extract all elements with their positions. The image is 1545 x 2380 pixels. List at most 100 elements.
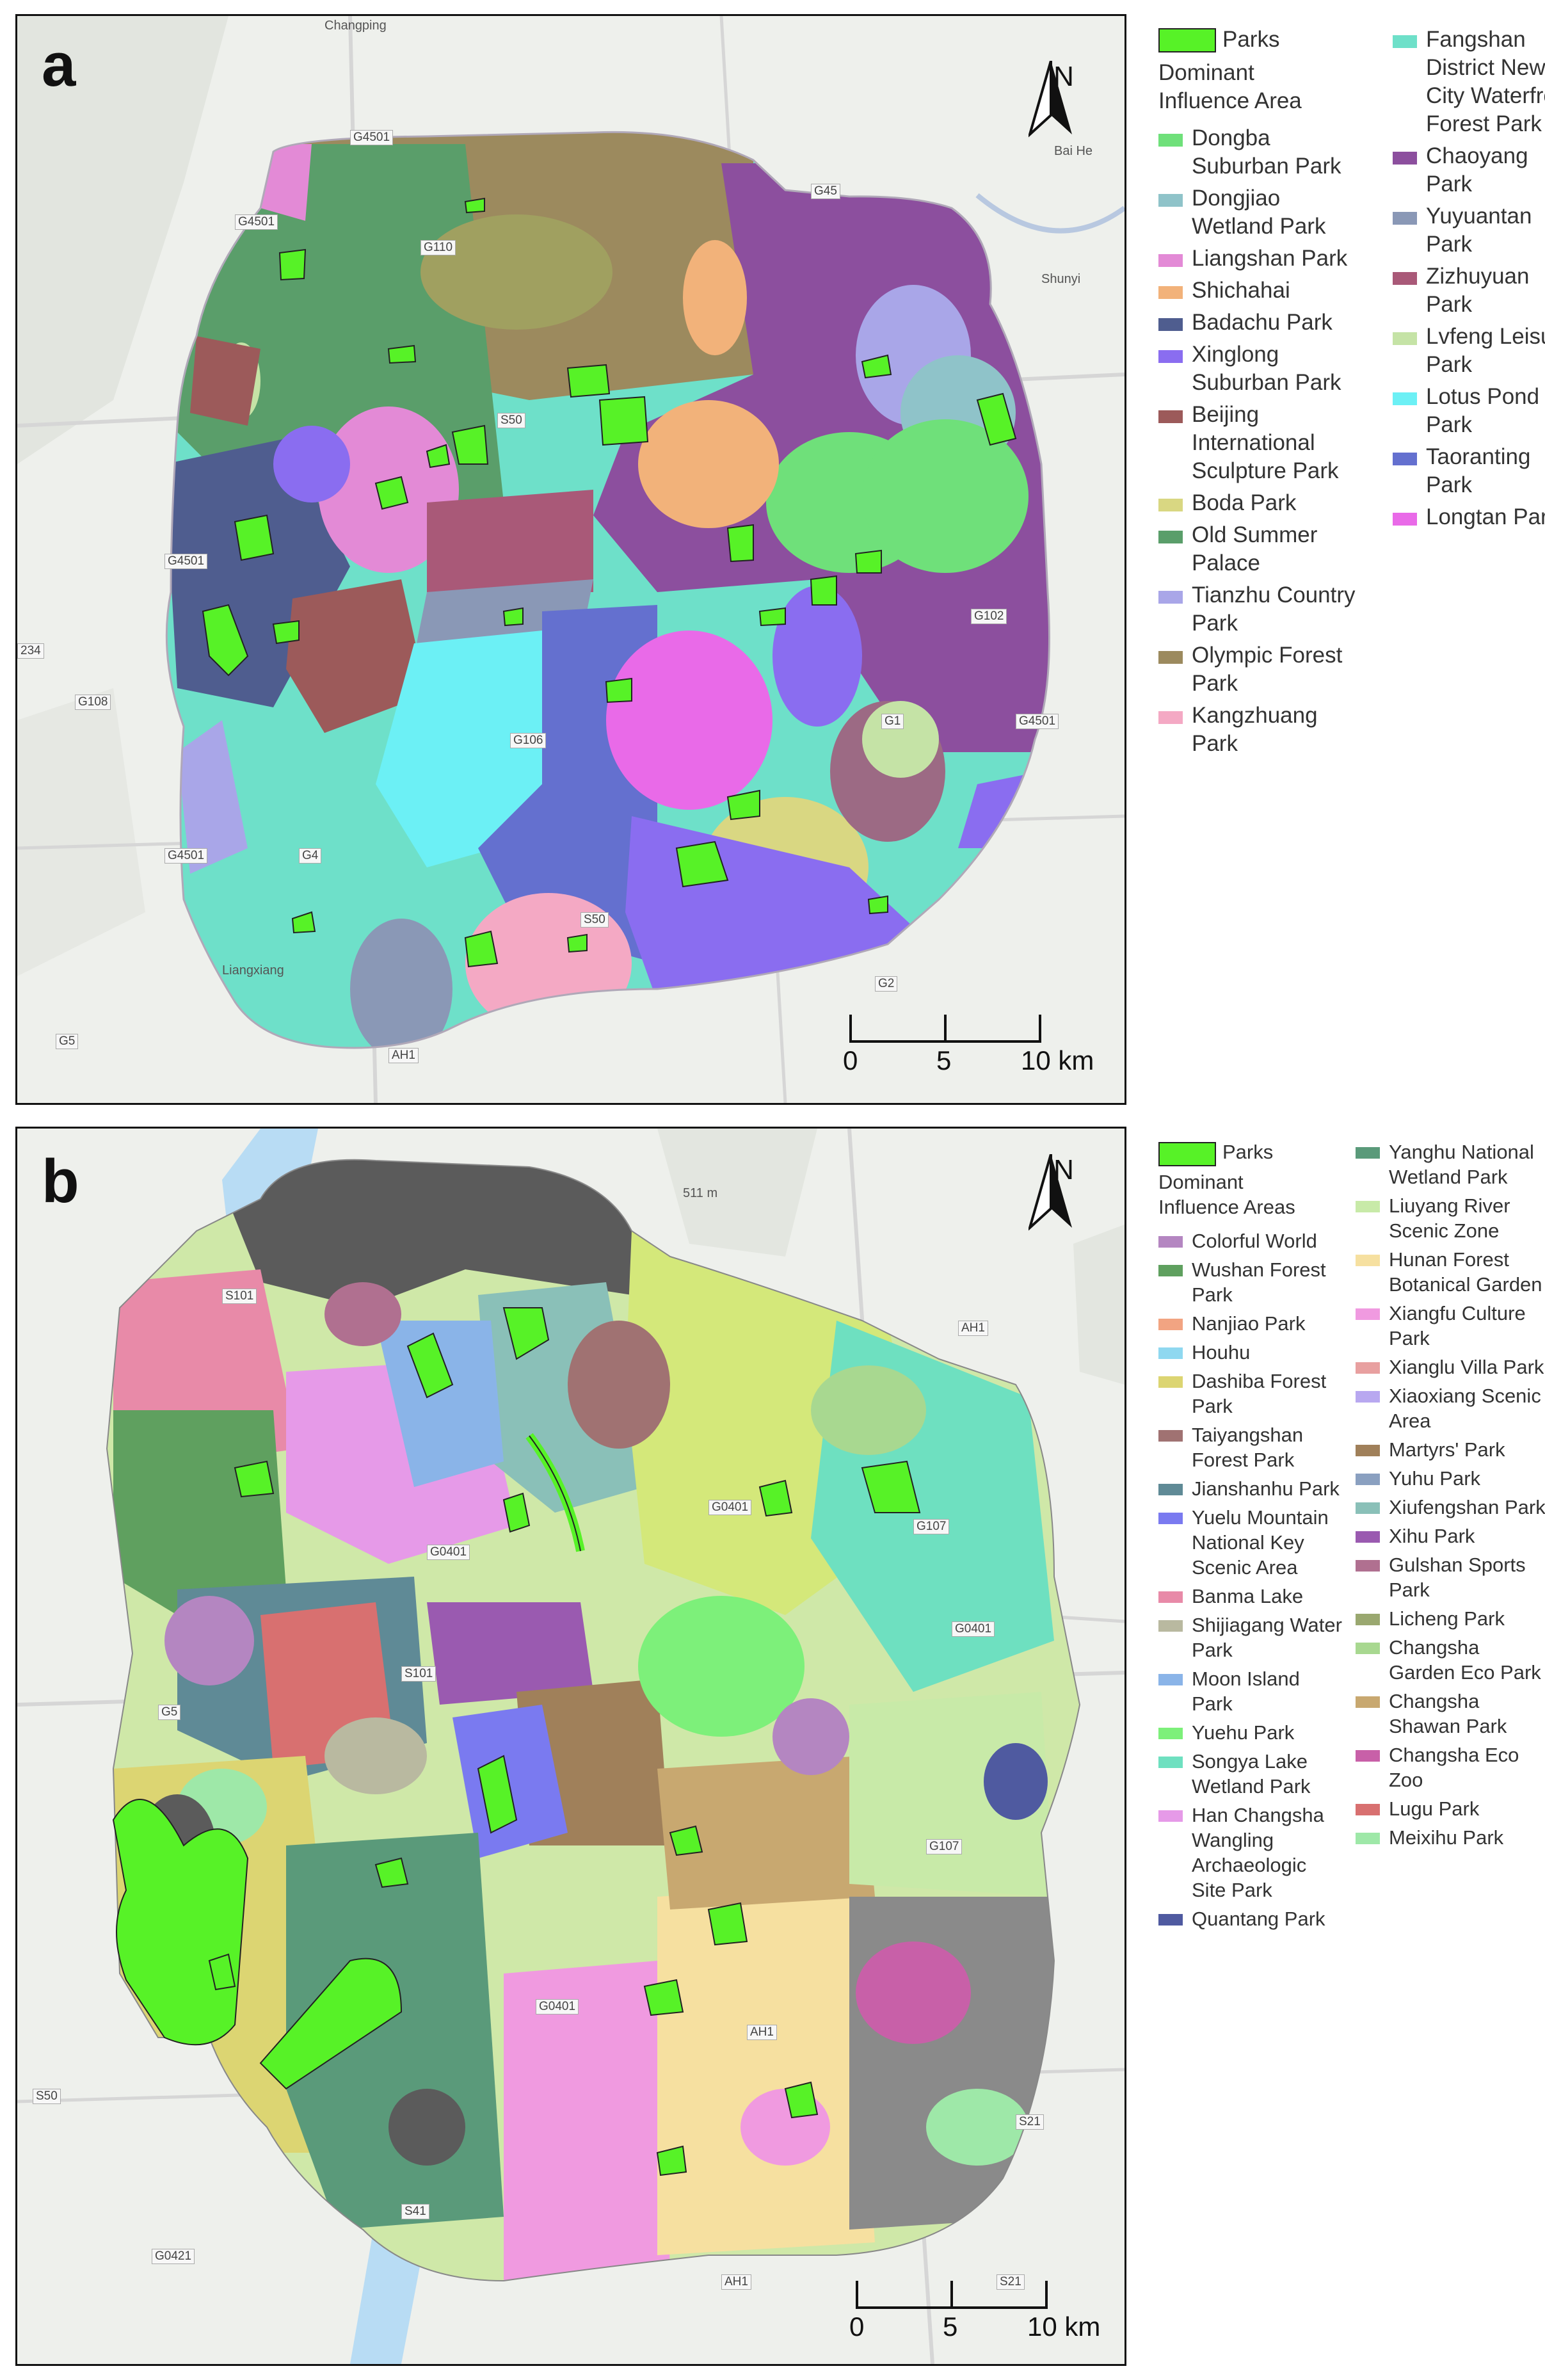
zone-quantang [984, 1743, 1048, 1820]
road-label: G0421 [152, 2249, 195, 2264]
legend-swatch [1356, 1696, 1380, 1708]
legend-item-label: Houhu [1192, 1341, 1251, 1363]
zone-shawan [657, 1756, 875, 1910]
legend-item: Olympic Forest Park [1158, 641, 1358, 698]
legend-item-label: Lotus Pond Park [1426, 384, 1540, 437]
zone-tianzhu-west [177, 720, 248, 874]
legend-a: Parks Dominant Influence Area Dongba Sub… [1158, 26, 1545, 1088]
park-shijiagang [374, 1857, 409, 1888]
legend-item-label: Changsha Eco Zoo [1389, 1744, 1519, 1791]
park-taiyangshan [502, 1307, 550, 1360]
legend-item: Badachu Park [1158, 309, 1358, 337]
legend-item: Xiufengshan Park [1356, 1495, 1545, 1520]
road-label: S21 [1016, 2114, 1044, 2130]
legend-swatch [1158, 1430, 1183, 1442]
legend-item-label: Chaoyang Park [1426, 143, 1528, 197]
legend-parks-label: Parks [1222, 1141, 1274, 1163]
road-label: G4501 [164, 848, 208, 864]
legend-item-label: Xiangfu Culture Park [1389, 1302, 1526, 1349]
legend-item: Dashiba Forest Park [1158, 1369, 1345, 1419]
legend-item: Fangshan District New City Waterfront Fo… [1393, 26, 1545, 138]
zone-gray-east [849, 1897, 1054, 2230]
road-label: G4501 [350, 130, 394, 145]
park [278, 248, 307, 281]
legend-item: Songya Lake Wetland Park [1158, 1749, 1345, 1799]
legend-swatch [1356, 1750, 1380, 1762]
scale-bar-b: 0 5 10 km [849, 2281, 1100, 2342]
scale-tick-label: 5 [936, 1045, 952, 1075]
road-label: AH1 [388, 1048, 419, 1063]
legend-item-label: Yuyuantan Park [1426, 204, 1532, 257]
legend-item: Changsha Shawan Park [1356, 1689, 1545, 1739]
legend-item-label: Yuhu Park [1389, 1467, 1481, 1490]
zone-xihu [427, 1602, 593, 1705]
legend-item: Gulshan Sports Park [1356, 1552, 1545, 1602]
scale-tick-label: 5 [943, 2312, 958, 2342]
legend-item-label: Licheng Park [1389, 1607, 1505, 1630]
legend-swatch [1158, 1914, 1183, 1926]
legend-item: Banma Lake [1158, 1584, 1345, 1609]
legend-item-label: Quantang Park [1192, 1908, 1325, 1930]
zone-shichahai [638, 400, 779, 528]
legend-title: Dominant Influence Areas [1158, 1171, 1295, 1218]
zone-lotus-pond [376, 631, 542, 867]
road-label: G106 [510, 733, 547, 748]
legend-swatch [1356, 1614, 1380, 1625]
legend-item: Yuyuantan Park [1393, 202, 1545, 259]
legend-item: Taoranting Park [1393, 443, 1545, 499]
park [272, 620, 300, 645]
legend-item: Xiangfu Culture Park [1356, 1301, 1545, 1351]
legend-swatch [1356, 1804, 1380, 1815]
zone-garden-eco [811, 1365, 926, 1455]
legend-swatch [1158, 286, 1183, 299]
legend-swatch [1356, 1502, 1380, 1514]
park-moon-island [406, 1332, 454, 1399]
legend-swatch [1158, 318, 1183, 331]
legend-swatch [1356, 1560, 1380, 1572]
legend-item-label: Zizhuyuan Park [1426, 264, 1530, 317]
legend-swatch [1158, 1265, 1183, 1276]
road-label: AH1 [747, 2025, 777, 2040]
zone-gray-north [209, 1159, 657, 1308]
legend-item: Changsha Eco Zoo [1356, 1742, 1545, 1792]
park [374, 476, 409, 510]
legend-swatch [1356, 1531, 1380, 1543]
zone-dongba-2 [862, 419, 1029, 573]
zone-longtan [606, 631, 772, 810]
legend-item-label: Liuyang River Scenic Zone [1389, 1194, 1510, 1242]
park [598, 396, 649, 446]
legend-item: Yuhu Park [1356, 1466, 1545, 1491]
legend-item: Han Changsha Wangling Archaeologic Site … [1158, 1803, 1345, 1902]
legend-item-label: Boda Park [1192, 490, 1297, 515]
legend-item-label: Yuehu Park [1192, 1721, 1295, 1744]
legend-swatch [1158, 1591, 1183, 1603]
legend-item: Licheng Park [1356, 1606, 1545, 1631]
park-wushan [234, 1460, 275, 1498]
legend-swatch [1356, 1391, 1380, 1403]
road-label: AH1 [721, 2274, 751, 2290]
legend-item-label: Martyrs' Park [1389, 1438, 1505, 1461]
legend-item: Houhu [1158, 1340, 1345, 1365]
parks-b [112, 1307, 921, 2176]
park-songya [861, 1460, 921, 1513]
park [566, 933, 588, 953]
legend-swatch [1356, 1147, 1380, 1159]
road-label: AH1 [958, 1321, 988, 1336]
legend-item-label: Olympic Forest Park [1192, 643, 1343, 696]
legend-item: Longtan Park [1393, 503, 1545, 531]
road-label: S41 [401, 2204, 429, 2219]
road-label: G110 [420, 240, 456, 255]
study-area-boundary [165, 131, 1050, 1049]
road-label: S21 [997, 2274, 1025, 2290]
zone-gray-south [388, 2089, 465, 2166]
legend-a-col-1: Parks Dominant Influence Area Dongba Sub… [1158, 26, 1382, 762]
legend-item-label: Old Summer Palace [1192, 522, 1318, 575]
park [387, 344, 417, 364]
legend-item-label: Liangshan Park [1192, 246, 1348, 271]
legend-swatch [1158, 1347, 1183, 1359]
legend-item-label: Xiaoxiang Scenic Area [1389, 1385, 1541, 1432]
road-label: G107 [913, 1519, 950, 1534]
legend-item-label: Wushan Forest Park [1192, 1258, 1326, 1306]
terrain-shade [657, 1129, 817, 1257]
legend-b-col-1: Parks Dominant Influence Areas Colorful … [1158, 1139, 1350, 1935]
